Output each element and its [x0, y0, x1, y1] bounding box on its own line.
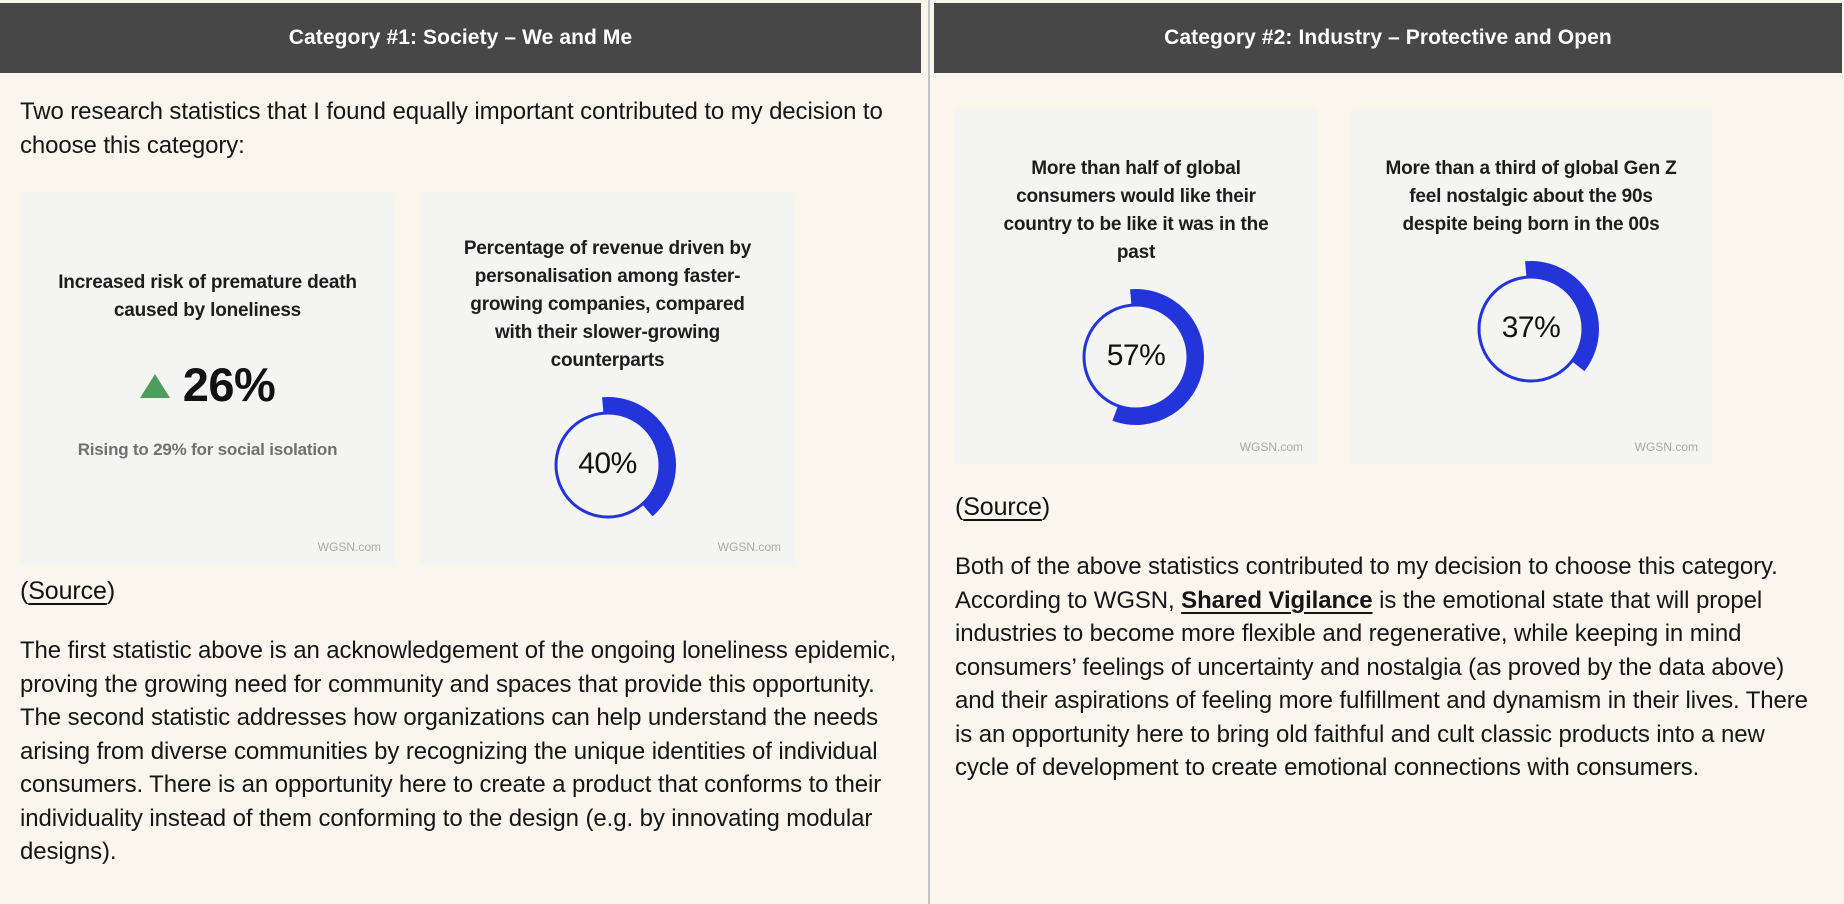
stat-card-title: Increased risk of premature death caused… — [58, 271, 357, 321]
stat-card-title: Percentage of revenue driven by personal… — [463, 238, 752, 371]
source-line: (Source) — [955, 493, 1818, 522]
donut-chart-svg — [1463, 261, 1599, 397]
analysis-text-after: is the emotional state that will propel … — [955, 586, 1808, 782]
source-line: (Source) — [20, 577, 908, 606]
paren-close: ) — [1041, 493, 1051, 521]
stat-card-title: More than a third of global Gen Z feel n… — [1385, 158, 1677, 235]
donut-value: 37% — [1501, 311, 1561, 344]
stat-cards-row-left: Increased risk of premature death caused… — [20, 193, 908, 565]
stat-cards-row-right: More than half of global consumers would… — [955, 109, 1818, 465]
wgsn-watermark: WGSN.com — [1239, 440, 1303, 454]
shared-vigilance-term: Shared Vigilance — [1181, 586, 1373, 614]
donut-chart-svg — [539, 397, 676, 533]
paren-open: ( — [20, 577, 29, 605]
wgsn-watermark: WGSN.com — [317, 540, 381, 554]
category-1-header: Category #1: Society – We and Me — [0, 3, 921, 73]
donut-value: 57% — [1106, 339, 1166, 372]
source-link[interactable]: Source — [963, 493, 1042, 521]
stat-value: 26% — [182, 357, 276, 411]
stat-card-loneliness: Increased risk of premature death caused… — [20, 193, 395, 565]
column-category-1: Category #1: Society – We and Me Two res… — [0, 0, 930, 904]
wgsn-watermark: WGSN.com — [1634, 440, 1698, 454]
donut-ring — [554, 411, 661, 519]
stat-row: 26% — [139, 357, 276, 412]
donut-ring — [1477, 275, 1585, 383]
stat-card-genz-nostalgia: More than a third of global Gen Z feel n… — [1350, 109, 1712, 465]
wgsn-watermark: WGSN.com — [717, 540, 781, 554]
stat-card-nostalgic-country: More than half of global consumers would… — [955, 109, 1317, 465]
source-link[interactable]: Source — [28, 577, 107, 605]
analysis-text-before: Both of the above statistics contributed… — [955, 553, 1778, 614]
stat-subtext: Rising to 29% for social isolation — [77, 439, 338, 459]
stat-card-title: More than half of global consumers would… — [1003, 158, 1269, 263]
category-2-title: Category #2: Industry – Protective and O… — [1164, 26, 1612, 49]
donut-value: 40% — [578, 447, 637, 480]
paren-close: ) — [106, 577, 116, 605]
column-category-2: Category #2: Industry – Protective and O… — [930, 0, 1842, 904]
triangle-up-icon — [139, 374, 170, 398]
intro-text: Two research statistics that I found equ… — [20, 98, 883, 159]
donut-chart-svg — [1068, 289, 1204, 425]
category-1-content: Two research statistics that I found equ… — [0, 95, 928, 869]
donut-chart-37: 37% — [1456, 253, 1606, 403]
category-1-title: Category #1: Society – We and Me — [288, 26, 633, 49]
donut-ring — [1082, 303, 1190, 411]
paren-open: ( — [955, 493, 964, 521]
category-1-analysis: The first statistic above is an acknowle… — [20, 637, 897, 865]
stat-card-personalisation: Percentage of revenue driven by personal… — [420, 193, 795, 565]
category-2-content: More than half of global consumers would… — [930, 109, 1842, 785]
category-2-analysis: Both of the above statistics contributed… — [955, 550, 1817, 785]
donut-chart-40: 40% — [533, 389, 683, 539]
category-2-header: Category #2: Industry – Protective and O… — [934, 3, 1842, 73]
donut-chart-57: 57% — [1061, 281, 1211, 431]
